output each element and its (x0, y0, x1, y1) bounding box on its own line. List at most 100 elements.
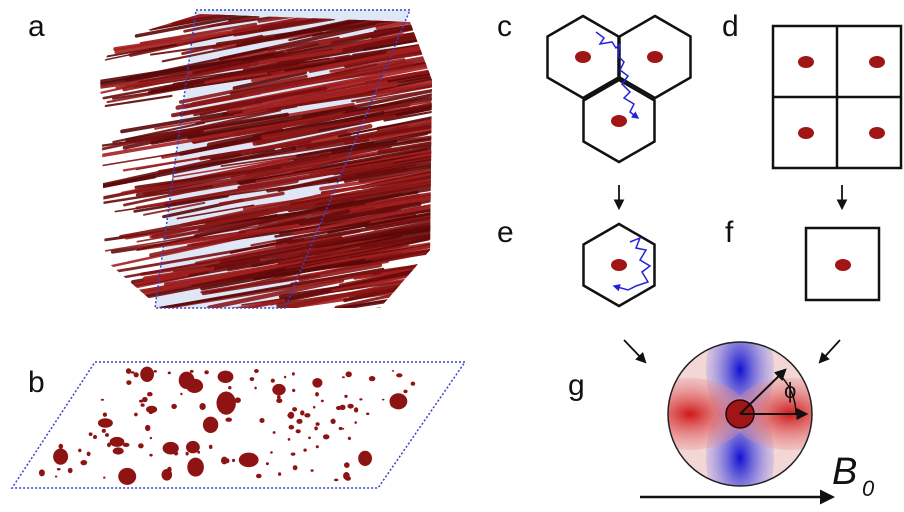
fiber-section (87, 452, 91, 457)
fiber-section (396, 373, 402, 377)
fiber-section (190, 370, 194, 373)
fiber-section (288, 438, 291, 441)
fiber-section (197, 451, 200, 454)
fiber-section (179, 372, 195, 389)
fiber-section (235, 397, 241, 403)
fiber-section (228, 386, 231, 389)
fiber-section (316, 422, 320, 426)
fiber-section (342, 376, 345, 378)
fiber-section (110, 437, 125, 447)
fiber-section (308, 437, 311, 440)
arrows (619, 185, 842, 362)
panel-label: a (28, 10, 45, 43)
fiber-section (105, 433, 109, 437)
field-symbol: B (832, 451, 857, 493)
fiber-section (304, 413, 310, 417)
fiber-section (390, 402, 397, 408)
fiber-section (343, 472, 350, 480)
fiber-dot (647, 51, 663, 63)
figure: a b c d e f g (0, 0, 904, 507)
fiber-section (39, 469, 45, 476)
fiber-section (134, 372, 139, 377)
fiber-section (256, 474, 262, 479)
fiber-section (296, 429, 301, 433)
fiber-section (301, 411, 304, 415)
fiber-section (303, 449, 306, 452)
fiber-section (174, 451, 178, 455)
fiber-section (270, 451, 273, 453)
fiber-section (369, 376, 376, 381)
fiber-section (382, 399, 385, 401)
arrow (624, 340, 645, 362)
fiber-section (347, 404, 353, 409)
fiber-section (266, 462, 269, 465)
panel-label: g (568, 369, 585, 402)
fiber (378, 0, 590, 28)
page: {"panels": [{"label": "a"}, {"label": "b… (0, 0, 904, 507)
fiber-section (232, 459, 235, 462)
fiber-section (359, 398, 362, 400)
fiber-section (250, 377, 255, 381)
fiber-section (55, 476, 58, 478)
fiber-section (225, 398, 231, 403)
fiber-bundle (90, 0, 622, 319)
fiber-section (314, 426, 318, 430)
fiber-section (57, 468, 61, 470)
fiber-section (289, 425, 295, 430)
fiber-section (344, 462, 350, 468)
fiber-section (93, 435, 97, 439)
fiber-section (89, 432, 93, 436)
fiber-section (292, 372, 295, 375)
fiber-section (149, 410, 153, 414)
fiber-section (126, 380, 131, 385)
fiber (386, 273, 542, 297)
fiber-section (113, 447, 124, 454)
fiber-section (203, 417, 218, 433)
fiber-section (259, 418, 264, 423)
fiber-section (80, 460, 87, 465)
fiber-section (217, 404, 221, 407)
fiber-dots (798, 56, 885, 271)
panel-label: d (722, 10, 739, 43)
fiber-dot (869, 56, 885, 68)
fiber-section (315, 392, 319, 396)
fiber-section (218, 371, 234, 383)
fiber-section (298, 420, 301, 422)
diffusion-path (596, 32, 638, 118)
fiber-section (126, 368, 131, 374)
fiber-section (254, 387, 256, 390)
fiber-section (331, 419, 336, 424)
fiber-dot (869, 127, 885, 139)
fiber-section (323, 434, 330, 439)
fiber-section (134, 413, 138, 417)
fiber-section (204, 370, 209, 374)
fiber-section (147, 392, 153, 396)
fiber-dot (798, 56, 814, 68)
fiber (383, 260, 478, 274)
angle-symbol: ϕ (784, 378, 796, 403)
fiber-section (167, 467, 172, 472)
fiber-section (339, 427, 343, 430)
square-lattice (773, 26, 901, 300)
fiber-dot (611, 259, 627, 271)
fiber-section (366, 413, 369, 416)
fiber-section (168, 372, 171, 375)
fiber-section (241, 455, 257, 465)
fiber-section (53, 449, 68, 465)
fiber-section (321, 400, 324, 403)
fiber-section (98, 418, 113, 427)
fiber-section (140, 367, 154, 382)
fiber-section (311, 469, 314, 472)
fiber-section (292, 407, 297, 411)
fiber-section (139, 400, 143, 403)
fiber-section (403, 390, 407, 394)
fiber-section (225, 458, 230, 463)
fiber-section (254, 369, 259, 373)
fiber-section (273, 431, 276, 434)
panel-label: e (497, 216, 514, 249)
fiber-section (180, 393, 182, 395)
fiber-section (150, 437, 152, 439)
fiber-section (278, 472, 281, 476)
panel-label: b (28, 366, 45, 399)
fiber-section (344, 395, 347, 398)
